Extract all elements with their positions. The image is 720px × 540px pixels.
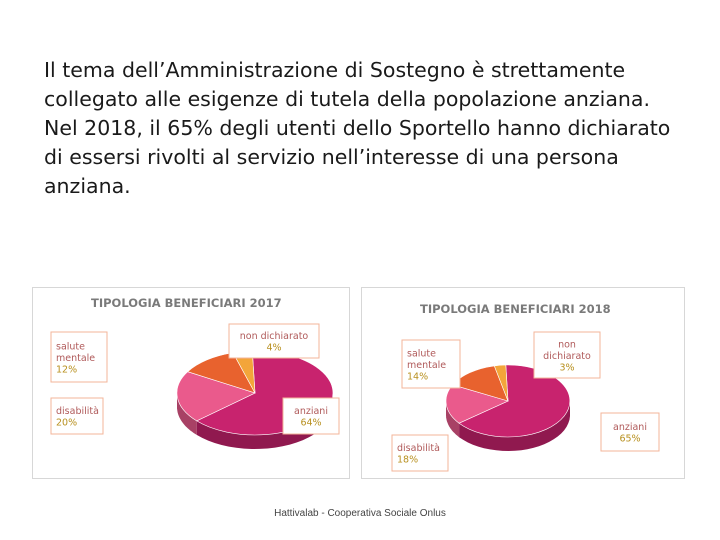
slice-category-label: salute	[56, 341, 85, 352]
slice-category-label: non	[558, 339, 576, 350]
slice-value-label: 3%	[559, 362, 574, 373]
slice-category-label: non dichiarato	[240, 331, 309, 342]
paragraph-2: Nel 2018, il 65% degli utenti dello Spor…	[44, 116, 671, 198]
chart-title: TIPOLOGIA BENEFICIARI 2018	[420, 302, 611, 316]
label-box	[391, 434, 449, 472]
pie-slice-side-anziani	[196, 393, 333, 449]
slice-category-label: salute	[407, 348, 436, 359]
label-box	[282, 397, 340, 435]
pie-chart-2018: TIPOLOGIA BENEFICIARI 2018 anziani 65% disa…	[361, 287, 685, 479]
slice-category-label: disabilità	[56, 406, 99, 417]
slice-category-label: dichiarato	[543, 351, 591, 362]
slice-category-label: disabilità	[397, 443, 440, 454]
footer-credit: Hattivalab - Cooperativa Sociale Onlus	[274, 508, 446, 519]
label-box	[228, 323, 320, 359]
pie-chart-2017: TIPOLOGIA BENEFICIARI 2017 anziani 64% disa…	[32, 287, 350, 479]
pie-slice-side-disabilità	[446, 401, 460, 438]
slice-category-label: anziani	[294, 406, 328, 417]
pie-slice-disabilità	[176, 371, 256, 422]
pie-slice-side-anziani	[459, 402, 570, 451]
slice-value-label: 14%	[407, 371, 428, 382]
slice-category-label: mentale	[56, 353, 95, 364]
pie-slice-non-dichiarato	[493, 364, 509, 402]
label-box	[600, 412, 660, 452]
slice-category-label: anziani	[613, 422, 647, 433]
paragraph-1: Il tema dell’Amministrazione di Sostegno…	[44, 58, 650, 111]
pie-slice-side-disabilità	[177, 393, 197, 435]
slide-body-text: Il tema dell’Amministrazione di Sostegno…	[44, 56, 684, 201]
chart-title: TIPOLOGIA BENEFICIARI 2017	[91, 296, 282, 310]
label-box	[50, 331, 108, 383]
label-box	[533, 331, 601, 379]
slice-value-label: 18%	[397, 455, 418, 466]
label-box	[401, 339, 461, 389]
slice-value-label: 4%	[266, 343, 281, 354]
slice-category-label: mentale	[407, 360, 446, 371]
slice-value-label: 64%	[300, 418, 321, 429]
slice-value-label: 65%	[619, 434, 640, 445]
slice-value-label: 20%	[56, 418, 77, 429]
label-box	[50, 397, 104, 435]
slice-value-label: 12%	[56, 364, 77, 375]
